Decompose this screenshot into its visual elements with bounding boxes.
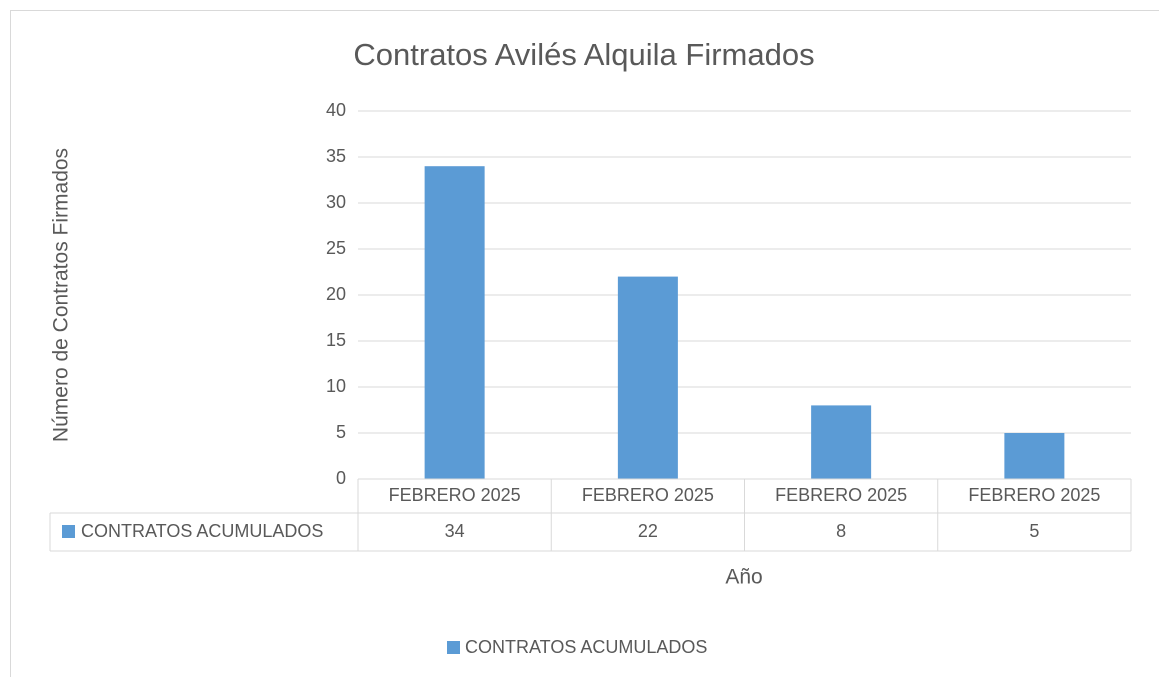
table-value: 34 [445,521,465,541]
y-tick-label: 35 [326,146,346,166]
table-legend-key [62,525,75,538]
y-axis-title: Número de Contratos Firmados [50,148,73,442]
table-value: 5 [1029,521,1039,541]
table-value: 22 [638,521,658,541]
chart-frame [10,10,1159,677]
x-tick-label: FEBRERO 2025 [582,485,714,505]
y-tick-label: 20 [326,284,346,304]
y-tick-label: 30 [326,192,346,212]
bar [424,166,485,479]
bar [617,276,678,479]
bar [1004,433,1065,479]
y-tick-label: 5 [336,422,346,442]
y-tick-label: 15 [326,330,346,350]
y-tick-label: 25 [326,238,346,258]
x-tick-label: FEBRERO 2025 [775,485,907,505]
x-tick-label: FEBRERO 2025 [968,485,1100,505]
legend-key [447,641,460,654]
legend-label: CONTRATOS ACUMULADOS [465,637,707,657]
chart-title: Contratos Avilés Alquila Firmados [353,37,814,72]
x-tick-label: FEBRERO 2025 [389,485,521,505]
y-tick-label: 40 [326,100,346,120]
y-tick-label: 10 [326,376,346,396]
y-tick-label: 0 [336,468,346,488]
table-series-name: CONTRATOS ACUMULADOS [81,521,323,541]
x-axis-title: Año [725,566,762,589]
bar [811,405,872,479]
table-value: 8 [836,521,846,541]
